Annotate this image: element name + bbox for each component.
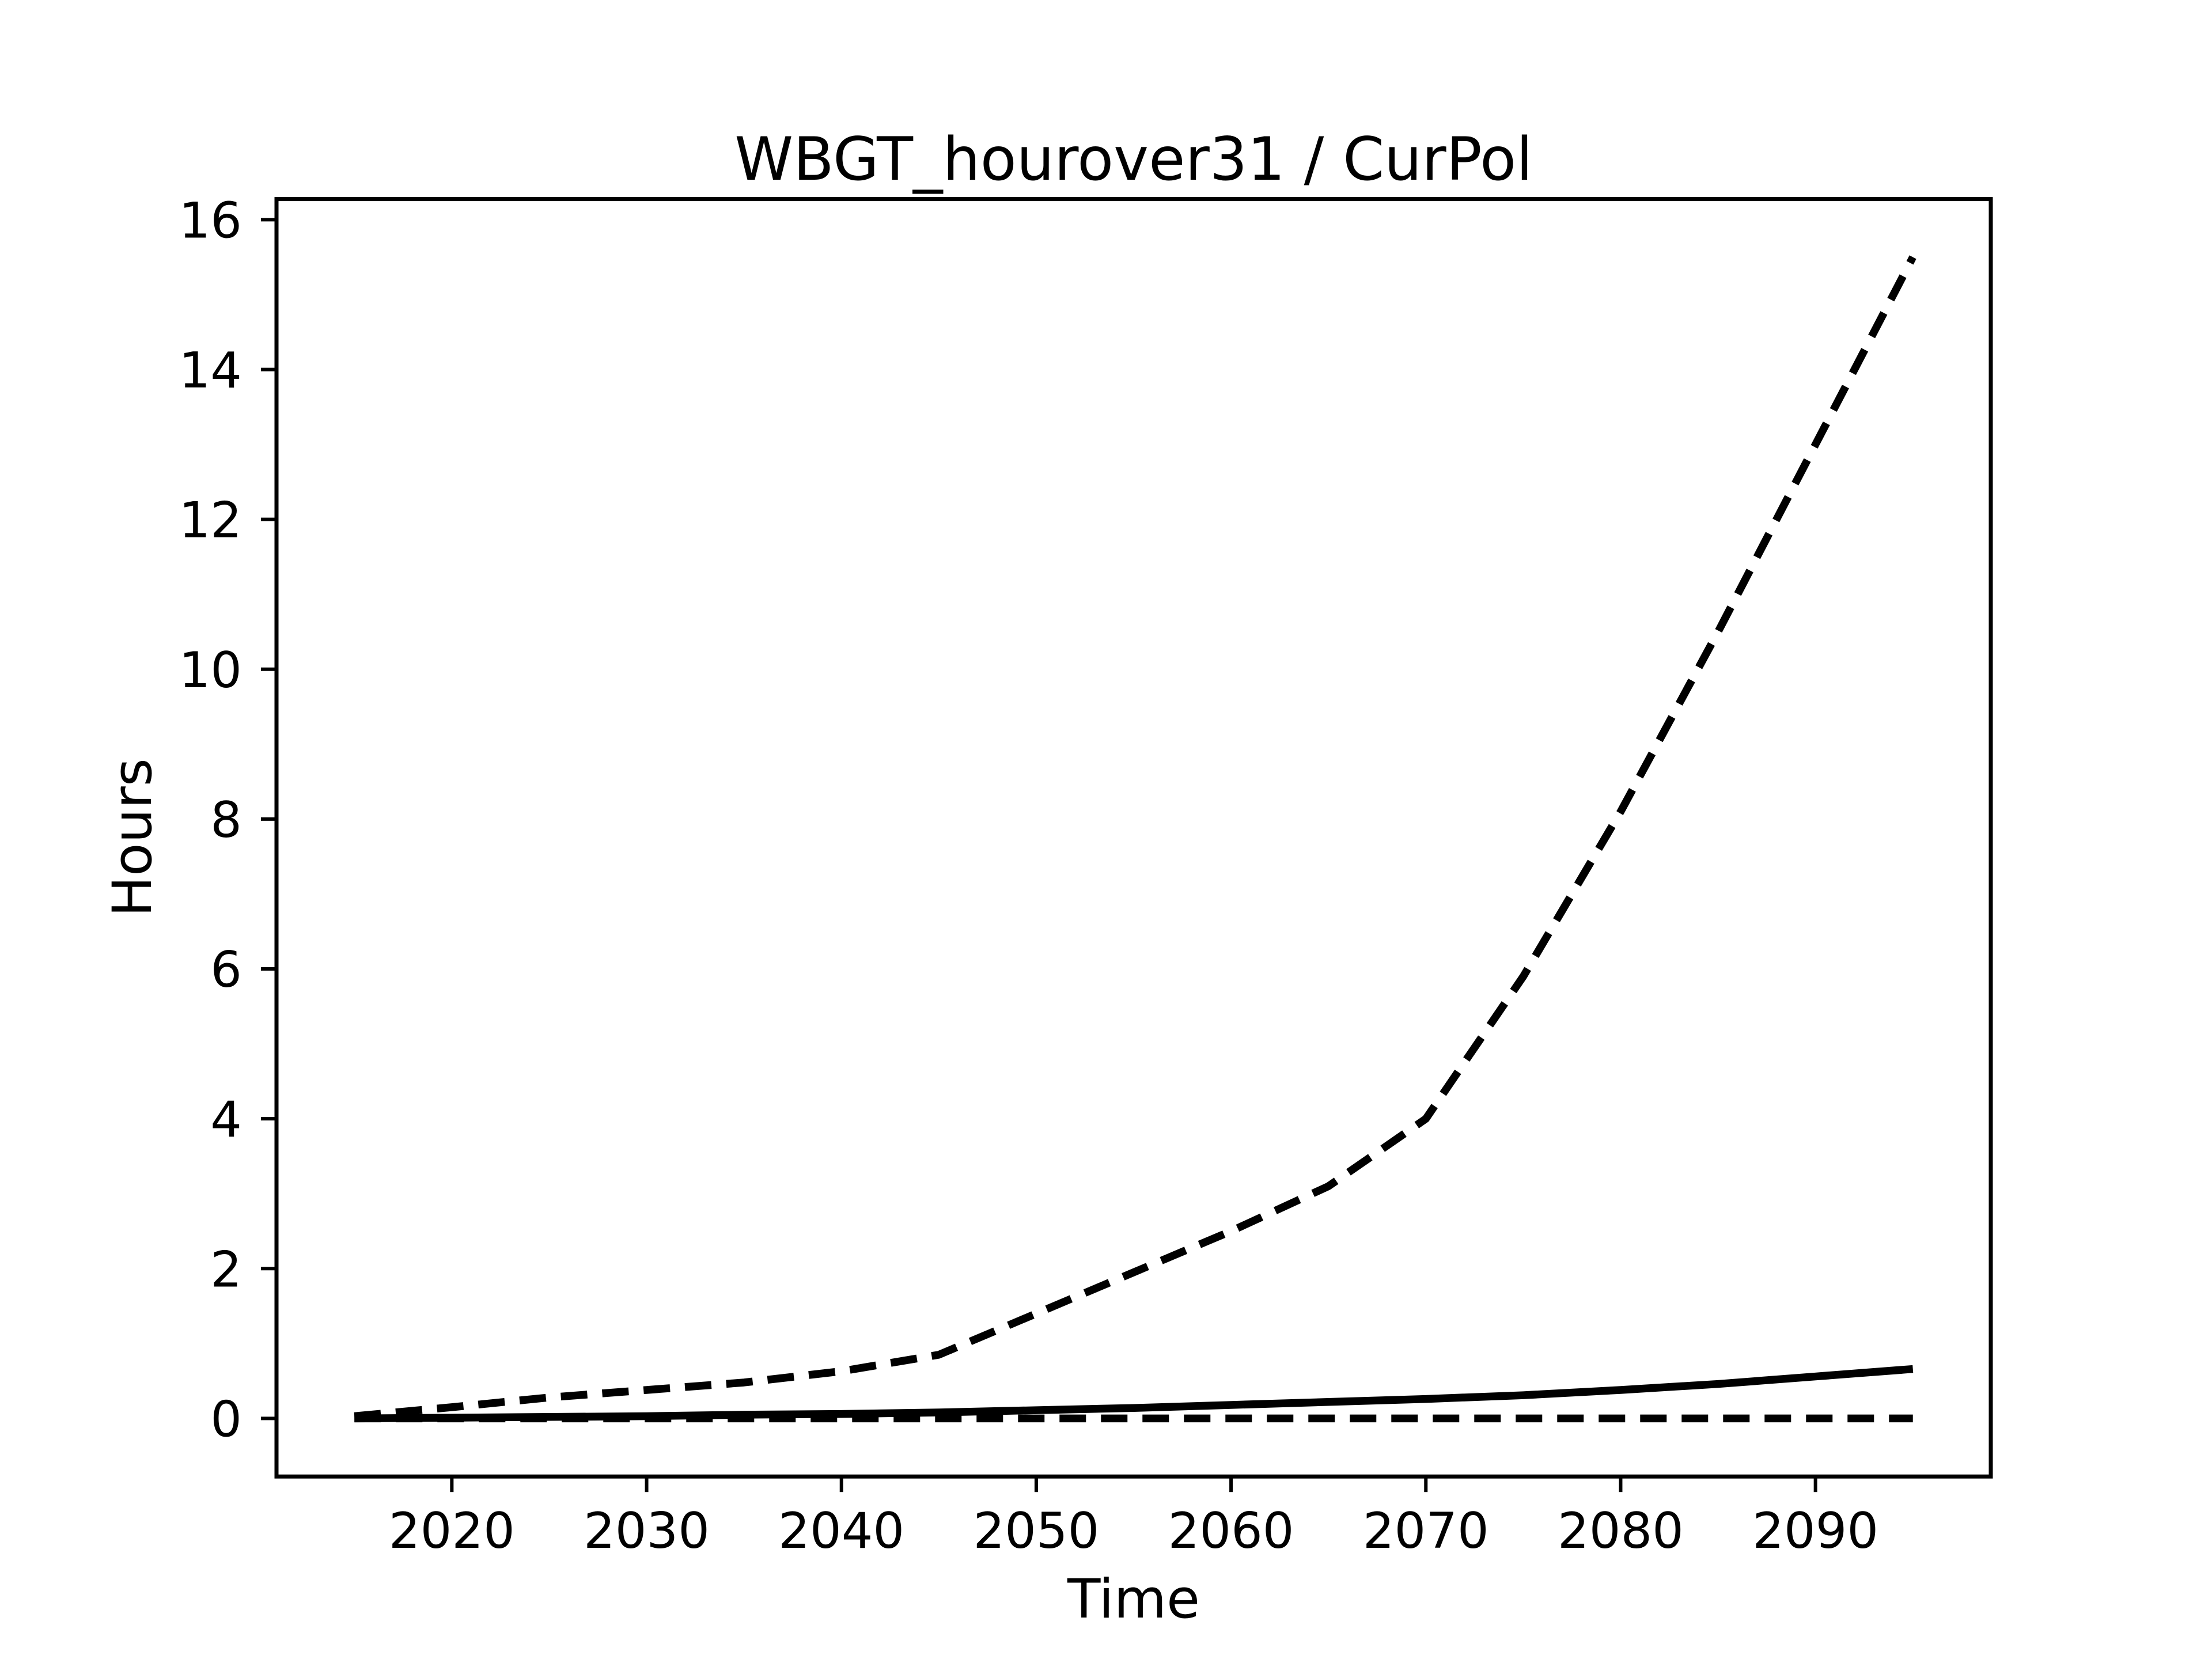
plot-area-border: [274, 197, 1993, 1479]
y-tick-label: 16: [179, 192, 242, 249]
x-tick-label: 2090: [1752, 1502, 1878, 1560]
series-line-solid_mean: [354, 1365, 1914, 1423]
y-tick-label: 12: [179, 492, 242, 550]
x-tick-label: 2060: [1168, 1502, 1294, 1560]
x-tick-label: 2050: [973, 1502, 1099, 1560]
series-line-upper_dashed: [354, 255, 1916, 1421]
chart-title: WBGT_hourover31 / CurPol: [734, 125, 1532, 194]
x-tick-label: 2080: [1558, 1502, 1684, 1560]
y-axis-ticks: 0 2 4 6 8 10 12 14 16: [179, 192, 276, 1448]
y-tick-label: 2: [210, 1241, 242, 1298]
x-tick-label: 2070: [1363, 1502, 1489, 1560]
y-tick-label: 0: [210, 1391, 242, 1448]
series-lines: [354, 255, 1916, 1423]
y-tick-label: 6: [210, 941, 242, 999]
y-tick-label: 10: [179, 642, 242, 699]
y-tick-label: 8: [210, 791, 242, 849]
x-tick-label: 2040: [778, 1502, 904, 1560]
x-axis-ticks: 2020 2030 2040 2050 2060 2070 2080 2090: [389, 1476, 1878, 1560]
x-tick-label: 2030: [584, 1502, 710, 1560]
x-axis-label: Time: [1067, 1568, 1200, 1631]
y-axis-label: Hours: [101, 758, 164, 916]
x-tick-label: 2020: [389, 1502, 515, 1560]
y-tick-label: 4: [210, 1091, 242, 1149]
y-tick-label: 14: [179, 342, 242, 399]
